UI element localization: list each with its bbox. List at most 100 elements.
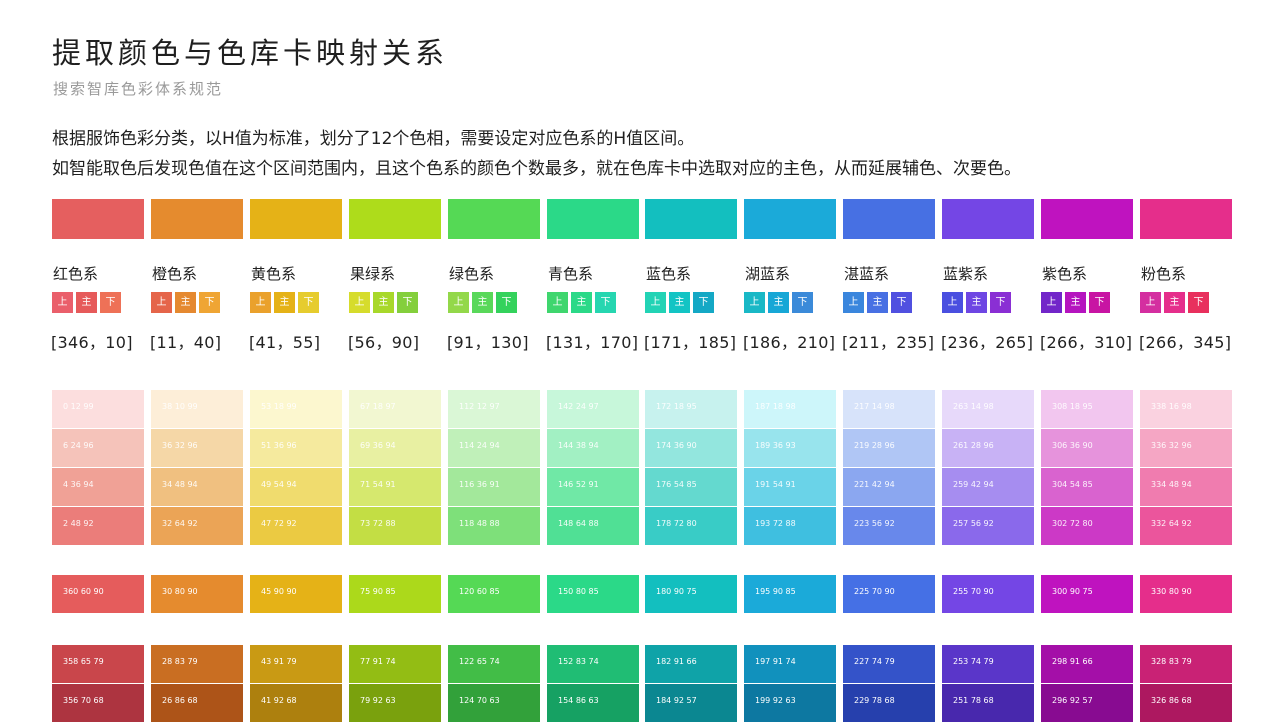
hsb-value: 304 54 85 (1052, 480, 1093, 489)
family-tags: 上主下 (349, 292, 418, 313)
family-tags: 上主下 (1140, 292, 1209, 313)
hsb-value: 360 60 90 (63, 587, 104, 596)
hue-range: [56，90] (348, 333, 420, 352)
hsb-value: 114 24 94 (459, 441, 500, 450)
family-tag: 主 (571, 292, 592, 313)
tint-cell: 73 72 88 (349, 507, 441, 545)
hsb-value: 223 56 92 (854, 519, 895, 528)
hsb-value: 77 91 74 (360, 657, 396, 666)
hsb-value: 261 28 96 (953, 441, 994, 450)
tint-cell: 47 72 92 (250, 507, 342, 545)
family-swatch (250, 199, 342, 239)
hsb-value: 36 32 96 (162, 441, 198, 450)
base-cell: 30 80 90 (151, 575, 243, 613)
hsb-value: 116 36 91 (459, 480, 500, 489)
hsb-value: 182 91 66 (656, 657, 697, 666)
hsb-value: 73 72 88 (360, 519, 396, 528)
family-tag: 下 (792, 292, 813, 313)
tint-cell: 6 24 96 (52, 429, 144, 467)
family-tag: 主 (472, 292, 493, 313)
family-tag: 主 (274, 292, 295, 313)
shade-cell: 124 70 63 (448, 684, 540, 722)
hsb-value: 67 18 97 (360, 402, 396, 411)
family-swatch (645, 199, 737, 239)
base-cell: 225 70 90 (843, 575, 935, 613)
hsb-value: 34 48 94 (162, 480, 198, 489)
family-tag: 上 (250, 292, 271, 313)
shade-cell: 326 86 68 (1140, 684, 1232, 722)
tint-cell: 189 36 93 (744, 429, 836, 467)
tint-cell: 34 48 94 (151, 468, 243, 506)
family-tag: 主 (1065, 292, 1086, 313)
tint-cell: 51 36 96 (250, 429, 342, 467)
hsb-value: 225 70 90 (854, 587, 895, 596)
family-tag: 上 (151, 292, 172, 313)
hsb-value: 176 54 85 (656, 480, 697, 489)
shade-cell: 229 78 68 (843, 684, 935, 722)
shade-cell: 43 91 79 (250, 645, 342, 683)
hsb-value: 30 80 90 (162, 587, 198, 596)
family-tags: 上主下 (151, 292, 220, 313)
hsb-value: 28 83 79 (162, 657, 198, 666)
family-tags: 上主下 (52, 292, 121, 313)
base-cell: 360 60 90 (52, 575, 144, 613)
tint-cell: 142 24 97 (547, 390, 639, 428)
hsb-value: 144 38 94 (558, 441, 599, 450)
family-tag: 下 (298, 292, 319, 313)
base-cell: 195 90 85 (744, 575, 836, 613)
family-tag: 下 (496, 292, 517, 313)
hsb-value: 195 90 85 (755, 587, 796, 596)
tint-cell: 67 18 97 (349, 390, 441, 428)
hsb-value: 356 70 68 (63, 696, 104, 705)
hsb-value: 300 90 75 (1052, 587, 1093, 596)
family-name: 青色系 (548, 265, 594, 283)
hsb-value: 49 54 94 (261, 480, 297, 489)
family-tag: 上 (448, 292, 469, 313)
family-tag: 主 (1164, 292, 1185, 313)
tint-cell: 217 14 98 (843, 390, 935, 428)
family-tags: 上主下 (942, 292, 1011, 313)
hsb-value: 263 14 98 (953, 402, 994, 411)
family-tag: 上 (843, 292, 864, 313)
base-cell: 150 80 85 (547, 575, 639, 613)
base-cell: 300 90 75 (1041, 575, 1133, 613)
family-tag: 上 (1140, 292, 1161, 313)
family-name: 粉色系 (1141, 265, 1187, 283)
hsb-value: 148 64 88 (558, 519, 599, 528)
hsb-value: 255 70 90 (953, 587, 994, 596)
tint-cell: 332 64 92 (1140, 507, 1232, 545)
hsb-value: 308 18 95 (1052, 402, 1093, 411)
hsb-value: 146 52 91 (558, 480, 599, 489)
hsb-value: 178 72 80 (656, 519, 697, 528)
tint-cell: 176 54 85 (645, 468, 737, 506)
tint-cell: 71 54 91 (349, 468, 441, 506)
family-tag: 下 (990, 292, 1011, 313)
hsb-value: 253 74 79 (953, 657, 994, 666)
shade-cell: 197 91 74 (744, 645, 836, 683)
tint-cell: 114 24 94 (448, 429, 540, 467)
family-tags: 上主下 (250, 292, 319, 313)
hsb-value: 219 28 96 (854, 441, 895, 450)
family-swatch (1041, 199, 1133, 239)
family-name: 果绿系 (350, 265, 396, 283)
description-line-1: 根据服饰色彩分类，以H值为标准，划分了12个色相，需要设定对应色系的H值区间。 (52, 129, 695, 149)
hsb-value: 193 72 88 (755, 519, 796, 528)
family-tag: 上 (349, 292, 370, 313)
hue-range: [266，310] (1040, 333, 1133, 352)
hsb-value: 302 72 80 (1052, 519, 1093, 528)
family-name: 蓝色系 (646, 265, 692, 283)
hsb-value: 154 86 63 (558, 696, 599, 705)
hsb-value: 26 86 68 (162, 696, 198, 705)
hsb-value: 38 10 99 (162, 402, 198, 411)
hsb-value: 124 70 63 (459, 696, 500, 705)
hsb-value: 51 36 96 (261, 441, 297, 450)
base-cell: 180 90 75 (645, 575, 737, 613)
family-tag: 上 (52, 292, 73, 313)
family-swatch (52, 199, 144, 239)
tint-cell: 49 54 94 (250, 468, 342, 506)
hsb-value: 174 36 90 (656, 441, 697, 450)
tint-cell: 302 72 80 (1041, 507, 1133, 545)
family-name: 湛蓝系 (844, 265, 890, 283)
family-tag: 下 (397, 292, 418, 313)
hsb-value: 172 18 95 (656, 402, 697, 411)
